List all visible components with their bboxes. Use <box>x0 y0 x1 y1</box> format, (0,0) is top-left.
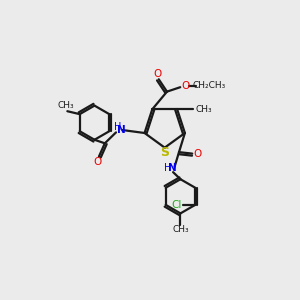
Text: O: O <box>194 149 202 159</box>
Text: S: S <box>160 146 169 159</box>
Text: CH₃: CH₃ <box>58 101 74 110</box>
Text: H: H <box>114 122 121 131</box>
Text: CH₂CH₃: CH₂CH₃ <box>192 81 225 90</box>
Text: O: O <box>153 69 161 79</box>
Text: O: O <box>182 81 190 91</box>
Text: CH₃: CH₃ <box>172 225 189 234</box>
Text: CH₃: CH₃ <box>195 105 212 114</box>
Text: O: O <box>93 157 102 167</box>
Text: N: N <box>168 163 177 173</box>
Text: N: N <box>117 125 125 135</box>
Text: H: H <box>164 163 172 173</box>
Text: Cl: Cl <box>171 200 182 210</box>
